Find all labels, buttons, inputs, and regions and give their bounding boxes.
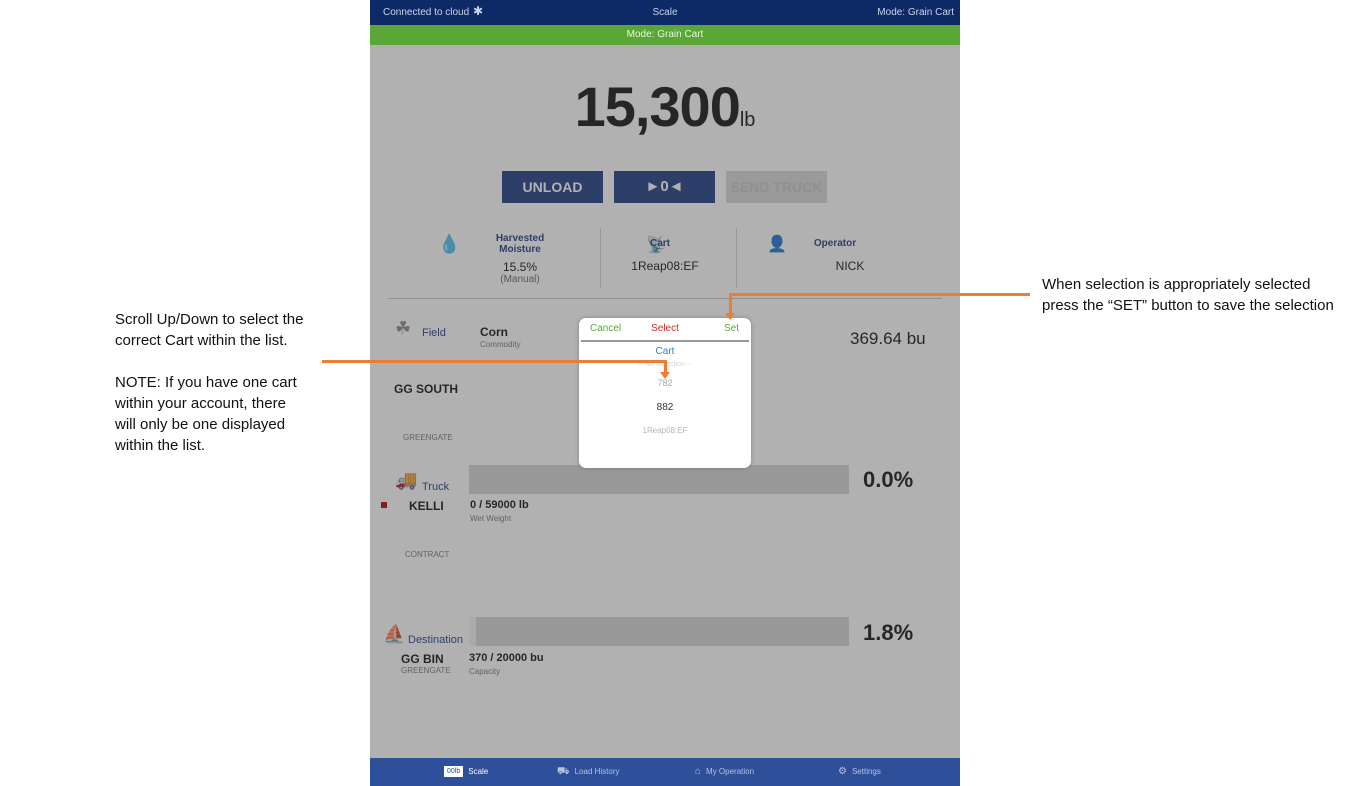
tab-scale[interactable]: 00lb Scale xyxy=(444,758,488,786)
callout-arrow-left xyxy=(660,372,670,379)
divider xyxy=(388,298,942,299)
callout-line-left xyxy=(322,360,667,363)
picker-option-selected[interactable]: 882 xyxy=(656,402,674,413)
droplet-icon: 💧 xyxy=(438,234,461,254)
destination-name[interactable]: GG BIN xyxy=(401,652,444,666)
destination-progress-fill xyxy=(469,617,476,646)
truck-icon: 🚚 xyxy=(395,470,418,490)
picker-option[interactable]: 1Reap08:EF xyxy=(642,426,688,435)
callout-line-left-drop xyxy=(664,360,667,374)
tab-my-operation[interactable]: ⌂ My Operation xyxy=(695,758,754,786)
cart-label: Cart xyxy=(650,238,671,249)
truck-name[interactable]: KELLI xyxy=(409,499,444,513)
mode-status: Mode: Grain Cart xyxy=(877,7,954,18)
field-label: Field xyxy=(422,327,446,339)
callout-arrow-right xyxy=(725,313,735,320)
picker-category: Cart xyxy=(655,346,675,357)
destination-label: Destination xyxy=(408,634,464,646)
truck-icon: ⛟ xyxy=(557,766,570,777)
send-truck-button[interactable]: SEND TRUCK xyxy=(726,171,827,203)
popup-title: Select xyxy=(651,323,679,334)
cart-value: 1Reap08:EF xyxy=(631,259,699,273)
destination-percent: 1.8% xyxy=(863,620,914,645)
annotation-line: Scroll Up/Down to select the xyxy=(115,311,304,328)
operator-info[interactable]: Operator NICK xyxy=(780,238,890,273)
tab-label: Scale xyxy=(468,767,489,776)
cloud-status: Connected to cloud xyxy=(383,7,470,18)
moisture-label: Harvested Moisture xyxy=(495,233,545,255)
farm-name: GREENGATE xyxy=(403,433,453,442)
moisture-value: 15.5% xyxy=(502,260,538,274)
screen-title: Scale xyxy=(652,7,678,18)
tab-label: Load History xyxy=(574,767,620,776)
select-popup: Cancel Select Set Cart -- No Selection -… xyxy=(579,318,751,468)
silo-icon: ⛵ xyxy=(383,624,406,644)
annotation-line: correct Cart within the list. xyxy=(115,332,288,349)
callout-line-right xyxy=(729,293,1030,296)
cancel-button[interactable]: Cancel xyxy=(590,323,622,334)
operator-label: Operator xyxy=(813,238,857,249)
truck-weight: 0 / 59000 lb xyxy=(470,499,529,511)
weight-unit: lb xyxy=(739,109,756,131)
truck-weight-sub: Wet Weight xyxy=(470,514,512,523)
field-amount: 369.64 bu xyxy=(850,329,926,348)
app-screen: Connected to cloud ✱ Scale Mode: Grain C… xyxy=(370,0,960,786)
gear-icon: ⚙ xyxy=(838,766,847,777)
tab-label: My Operation xyxy=(706,767,755,776)
set-button[interactable]: Set xyxy=(723,323,739,334)
truck-label: Truck xyxy=(422,481,450,493)
weight-value: 15,300 xyxy=(574,75,741,138)
tab-load-history[interactable]: ⛟ Load History xyxy=(557,758,620,786)
cart-icon: 📡 xyxy=(646,237,666,254)
annotation-line: within the list. xyxy=(115,437,206,454)
weight-readout: 15,300lb xyxy=(370,74,960,139)
crop-icon: ☘ xyxy=(395,318,412,338)
divider xyxy=(600,228,601,288)
destination-farm: GREENGATE xyxy=(401,666,451,675)
annotation-set-instructions: When selection is appropriately selected… xyxy=(1042,274,1361,316)
tab-label: Settings xyxy=(851,767,881,776)
field-name[interactable]: GG SOUTH xyxy=(394,382,459,396)
truck-percent: 0.0% xyxy=(863,467,914,492)
divider xyxy=(581,340,749,342)
contract-label: CONTRACT xyxy=(405,550,450,559)
mode-bar: Mode: Grain Cart xyxy=(370,25,960,45)
bluetooth-icon: ✱ xyxy=(473,4,484,18)
moisture-sub: (Manual) xyxy=(500,274,540,285)
destination-capacity-sub: Capacity xyxy=(469,667,501,676)
tab-bar: 00lb Scale ⛟ Load History ⌂ My Operation ⚙ S… xyxy=(370,758,960,786)
annotation-line: within your account, there xyxy=(115,395,286,412)
commodity-value[interactable]: Corn xyxy=(480,325,508,339)
annotation-line: NOTE: If you have one cart xyxy=(115,374,297,391)
barn-icon: ⌂ xyxy=(695,766,702,777)
callout-line-right-drop xyxy=(729,293,732,315)
destination-capacity: 370 / 20000 bu xyxy=(469,652,544,664)
destination-progress-bar xyxy=(469,617,849,646)
tab-settings[interactable]: ⚙ Settings xyxy=(838,758,881,786)
truck-status-indicator xyxy=(381,502,387,508)
annotation-scroll-instructions: Scroll Up/Down to select the correct Car… xyxy=(115,309,355,456)
person-icon: 👤 xyxy=(767,236,787,253)
zero-button[interactable]: ►0◄ xyxy=(614,171,715,203)
operator-value: NICK xyxy=(835,259,865,273)
annotation-line: will only be one displayed xyxy=(115,416,286,433)
cart-info[interactable]: Cart 1Reap08:EF xyxy=(610,238,720,273)
status-bar: Connected to cloud ✱ Scale Mode: Grain C… xyxy=(370,0,960,25)
commodity-sub: Commodity xyxy=(480,340,521,349)
unload-button[interactable]: UNLOAD xyxy=(502,171,603,203)
annotation-line: When selection is appropriately selected xyxy=(1042,276,1311,293)
picker-option[interactable]: 782 xyxy=(657,378,673,388)
scale-icon: 00lb xyxy=(444,766,464,778)
truck-progress-bar xyxy=(469,465,849,494)
annotation-line: press the “SET” button to save the selec… xyxy=(1042,297,1334,314)
divider xyxy=(736,228,737,288)
moisture-info[interactable]: Harvested Moisture 15.5% (Manual) xyxy=(480,233,560,285)
